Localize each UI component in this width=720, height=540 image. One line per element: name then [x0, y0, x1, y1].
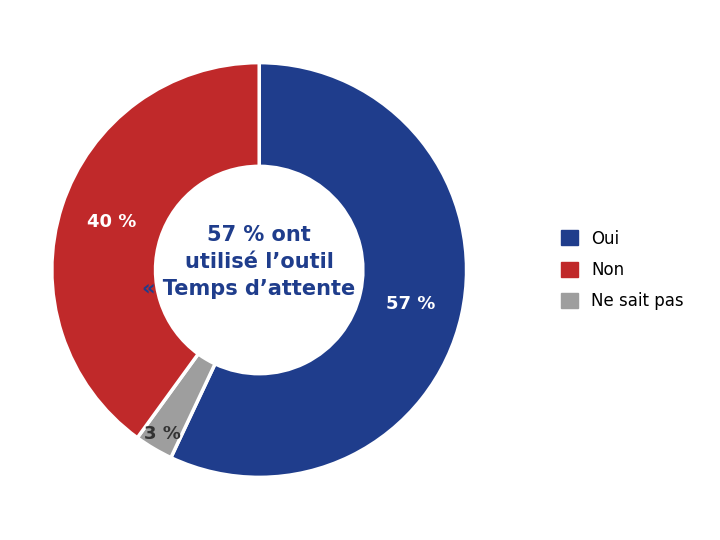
Text: 57 %: 57 % — [387, 295, 436, 313]
Legend: Oui, Non, Ne sait pas: Oui, Non, Ne sait pas — [553, 221, 692, 319]
Text: 3 %: 3 % — [144, 425, 181, 443]
Wedge shape — [171, 63, 467, 477]
Text: 57 % ont
utilisé l’outil
« Temps d’attente »: 57 % ont utilisé l’outil « Temps d’atten… — [142, 225, 376, 299]
Wedge shape — [138, 354, 215, 457]
Text: 40 %: 40 % — [86, 213, 136, 231]
Wedge shape — [52, 63, 259, 438]
